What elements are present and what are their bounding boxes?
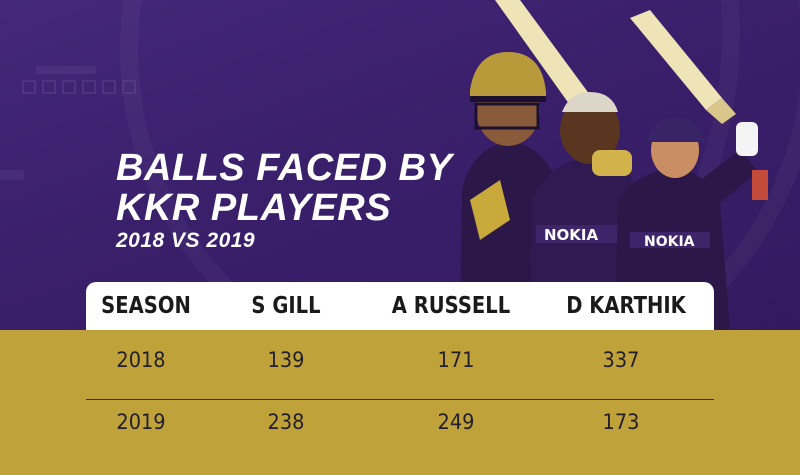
title-line-1: BALLS FACED BY [116, 147, 453, 189]
gold-footer-background [0, 330, 800, 475]
header-cell-s-gill: S GILL [251, 293, 321, 319]
decorative-squares [22, 80, 136, 94]
cell-s-gill: 238 [267, 410, 305, 434]
svg-text:NOKIA: NOKIA [544, 226, 599, 244]
header-cell-season: SEASON [101, 293, 191, 319]
cell-a-russell: 249 [437, 410, 475, 434]
players-photo-illustration: NOKIA NOKIA [460, 0, 768, 330]
row-divider [86, 399, 714, 400]
chart-title: BALLS FACED BY KKR PLAYERS [116, 148, 452, 228]
cricket-bat-icon [630, 10, 736, 124]
cell-season: 2018 [116, 348, 166, 372]
balls-faced-table: SEASON S GILL A RUSSELL D KARTHIK 2018 1… [86, 282, 714, 452]
cell-d-karthik: 173 [602, 410, 640, 434]
header-cell-d-karthik: D KARTHIK [566, 293, 686, 319]
cell-s-gill: 139 [267, 348, 305, 372]
cell-a-russell: 171 [437, 348, 475, 372]
svg-text:NOKIA: NOKIA [644, 234, 695, 250]
table-header: SEASON S GILL A RUSSELL D KARTHIK [86, 282, 714, 330]
table-row-2018: 2018 139 171 337 [86, 330, 714, 390]
cell-season: 2019 [116, 410, 166, 434]
decorative-block [0, 170, 24, 180]
chart-subtitle: 2018 VS 2019 [116, 229, 256, 252]
cell-d-karthik: 337 [602, 348, 640, 372]
title-line-2: KKR PLAYERS [116, 187, 392, 229]
purple-header-background: BALLS FACED BY KKR PLAYERS 2018 VS 2019 … [0, 0, 800, 330]
decorative-block [36, 66, 96, 74]
header-cell-a-russell: A RUSSELL [391, 293, 511, 319]
table-row-2019: 2019 238 249 173 [86, 392, 714, 452]
